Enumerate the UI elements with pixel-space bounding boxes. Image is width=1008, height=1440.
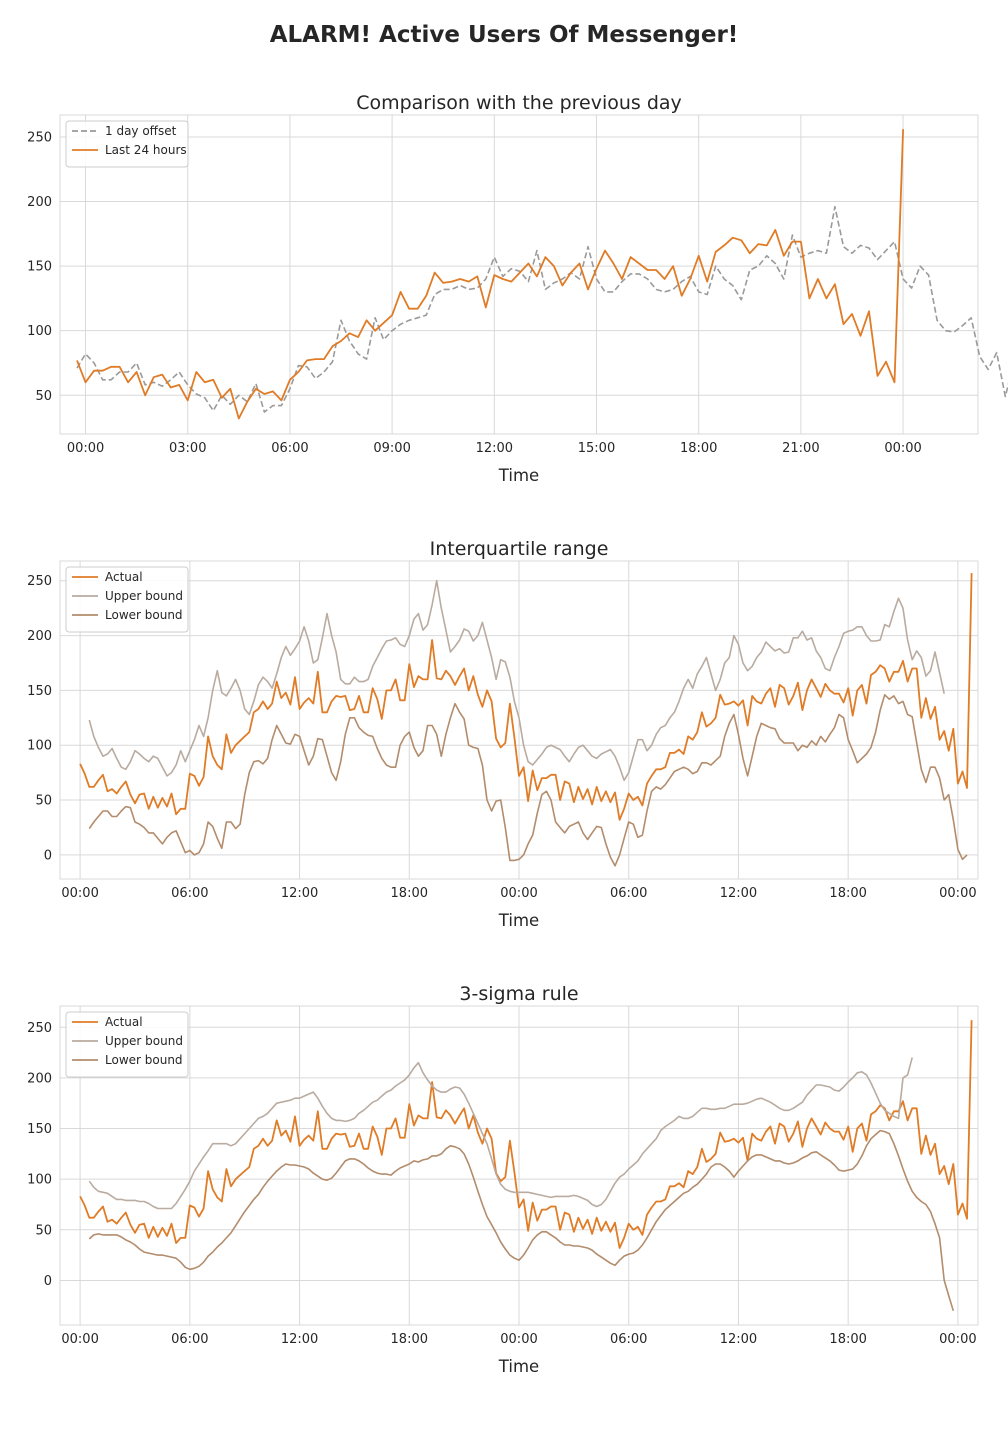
y-tick-label: 50: [35, 389, 52, 404]
legend-label: Last 24 hours: [105, 143, 187, 157]
x-tick-label: 06:00: [610, 886, 647, 901]
x-tick-label: 06:00: [171, 886, 208, 901]
plot-frame: [59, 1005, 979, 1326]
y-tick-label: 100: [27, 1173, 52, 1188]
x-tick-label: 12:00: [281, 1332, 318, 1347]
series-line-1-day-offset: [76, 205, 1008, 413]
x-tick-label: 12:00: [281, 886, 318, 901]
y-tick-label: 200: [27, 629, 52, 644]
series-line-actual: [79, 573, 973, 821]
x-tick-label: 18:00: [391, 886, 428, 901]
y-tick-label: 150: [27, 684, 52, 699]
x-tick-label: 00:00: [61, 886, 98, 901]
y-tick-label: 150: [27, 1122, 52, 1137]
y-tick-label: 0: [44, 848, 52, 863]
x-tick-label: 18:00: [391, 1332, 428, 1347]
x-tick-label: 00:00: [67, 441, 104, 456]
x-tick-label: 12:00: [720, 886, 757, 901]
legend: Actual Upper bound Lower bound: [65, 566, 189, 633]
legend-label: Actual: [105, 1015, 143, 1029]
y-tick-label: 150: [27, 260, 52, 275]
x-tick-label: 00:00: [500, 886, 537, 901]
plot-frame: [59, 114, 979, 435]
x-tick-label: 00:00: [500, 1332, 537, 1347]
x-tick-label: 09:00: [373, 441, 410, 456]
y-tick-label: 250: [27, 574, 52, 589]
x-axis-label: Time: [498, 911, 539, 930]
x-tick-label: 00:00: [939, 1332, 976, 1347]
y-tick-label: 100: [27, 324, 52, 339]
plot-frame: [59, 560, 979, 880]
x-tick-label: 12:00: [476, 441, 513, 456]
x-tick-label: 06:00: [171, 1332, 208, 1347]
x-tick-label: 15:00: [578, 441, 615, 456]
x-tick-label: 18:00: [680, 441, 717, 456]
x-tick-label: 12:00: [720, 1332, 757, 1347]
figure-title: ALARM! Active Users Of Messenger!: [269, 22, 739, 48]
series-line-upper-bound: [88, 1057, 913, 1210]
series-line-lower-bound: [88, 1129, 955, 1312]
chart-title: Interquartile range: [430, 538, 609, 560]
legend-label: Lower bound: [105, 1053, 183, 1067]
y-tick-label: 50: [35, 1223, 52, 1238]
chart-panel-2: 0 50 100 150 200 250 00:00 06:00 12:00 18:00 00:00…: [27, 538, 979, 930]
x-tick-label: 18:00: [829, 886, 866, 901]
chart-title: Comparison with the previous day: [356, 92, 682, 114]
series-line-last-24-hours: [76, 129, 904, 420]
y-tick-label: 50: [35, 794, 52, 809]
x-tick-label: 00:00: [61, 1332, 98, 1347]
x-tick-label: 03:00: [169, 441, 206, 456]
chart-panel-3: 0 50 100 150 200 250 00:00 06:00 12:00 18:00 00:00…: [27, 983, 979, 1376]
x-axis-label: Time: [498, 466, 539, 485]
legend-label: Upper bound: [105, 589, 183, 603]
legend-label: 1 day offset: [105, 124, 177, 138]
chart-title: 3-sigma rule: [459, 983, 578, 1005]
legend-label: Actual: [105, 570, 143, 584]
x-tick-label: 06:00: [271, 441, 308, 456]
legend: Actual Upper bound Lower bound: [65, 1011, 189, 1078]
x-tick-label: 21:00: [782, 441, 819, 456]
y-tick-label: 250: [27, 1021, 52, 1036]
y-tick-label: 100: [27, 739, 52, 754]
y-tick-label: 200: [27, 1071, 52, 1086]
x-tick-label: 00:00: [884, 441, 921, 456]
y-tick-label: 0: [44, 1274, 52, 1289]
legend: 1 day offset Last 24 hours: [65, 120, 189, 168]
y-tick-label: 250: [27, 130, 52, 145]
series-line-lower-bound: [88, 693, 968, 867]
legend-label: Upper bound: [105, 1034, 183, 1048]
legend-label: Lower bound: [105, 608, 183, 622]
x-tick-label: 00:00: [939, 886, 976, 901]
x-tick-label: 06:00: [610, 1332, 647, 1347]
x-axis-label: Time: [498, 1357, 539, 1376]
legend-box: [65, 120, 189, 168]
x-tick-label: 18:00: [829, 1332, 866, 1347]
series-line-actual: [79, 1020, 973, 1249]
chart-panel-1: 50 100 150 200 250 00:00 03:00 06:00 09:00 12:00 1…: [27, 92, 1008, 485]
y-tick-label: 200: [27, 195, 52, 210]
series-line-upper-bound: [88, 579, 945, 782]
